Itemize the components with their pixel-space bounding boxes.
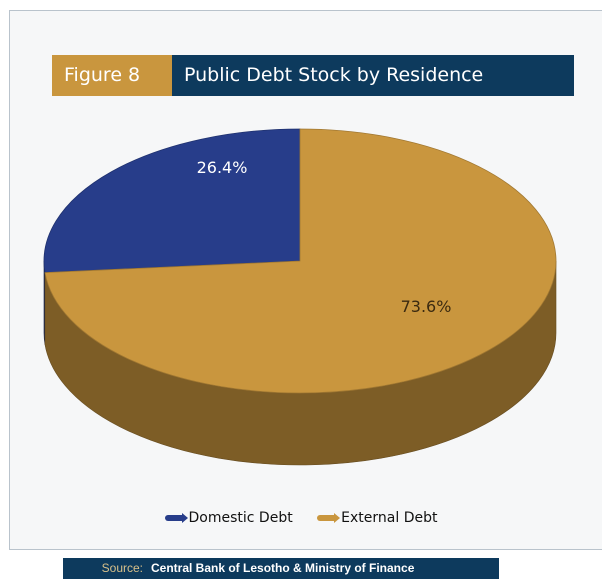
figure-number: Figure 8 (52, 55, 172, 96)
source-value: Central Bank of Lesotho & Ministry of Fi… (151, 561, 415, 575)
legend-swatch-domestic (164, 513, 188, 523)
source-bar: Source: Central Bank of Lesotho & Ministr… (63, 558, 499, 579)
source-key: Source: (101, 561, 143, 575)
slice-label-1: 73.6% (401, 297, 452, 316)
slice-label-0: 26.4% (197, 158, 248, 177)
legend-label-domestic: Domestic Debt (188, 510, 293, 526)
legend-label-external: External Debt (341, 510, 438, 526)
chart-legend: Domestic Debt External Debt (0, 510, 602, 526)
legend-swatch-external (317, 513, 341, 523)
slice-1 (44, 128, 557, 394)
figure-title: Public Debt Stock by Residence (172, 55, 574, 96)
legend-item-domestic: Domestic Debt (164, 510, 293, 526)
legend-item-external: External Debt (317, 510, 437, 526)
slice-0 (43, 128, 301, 274)
